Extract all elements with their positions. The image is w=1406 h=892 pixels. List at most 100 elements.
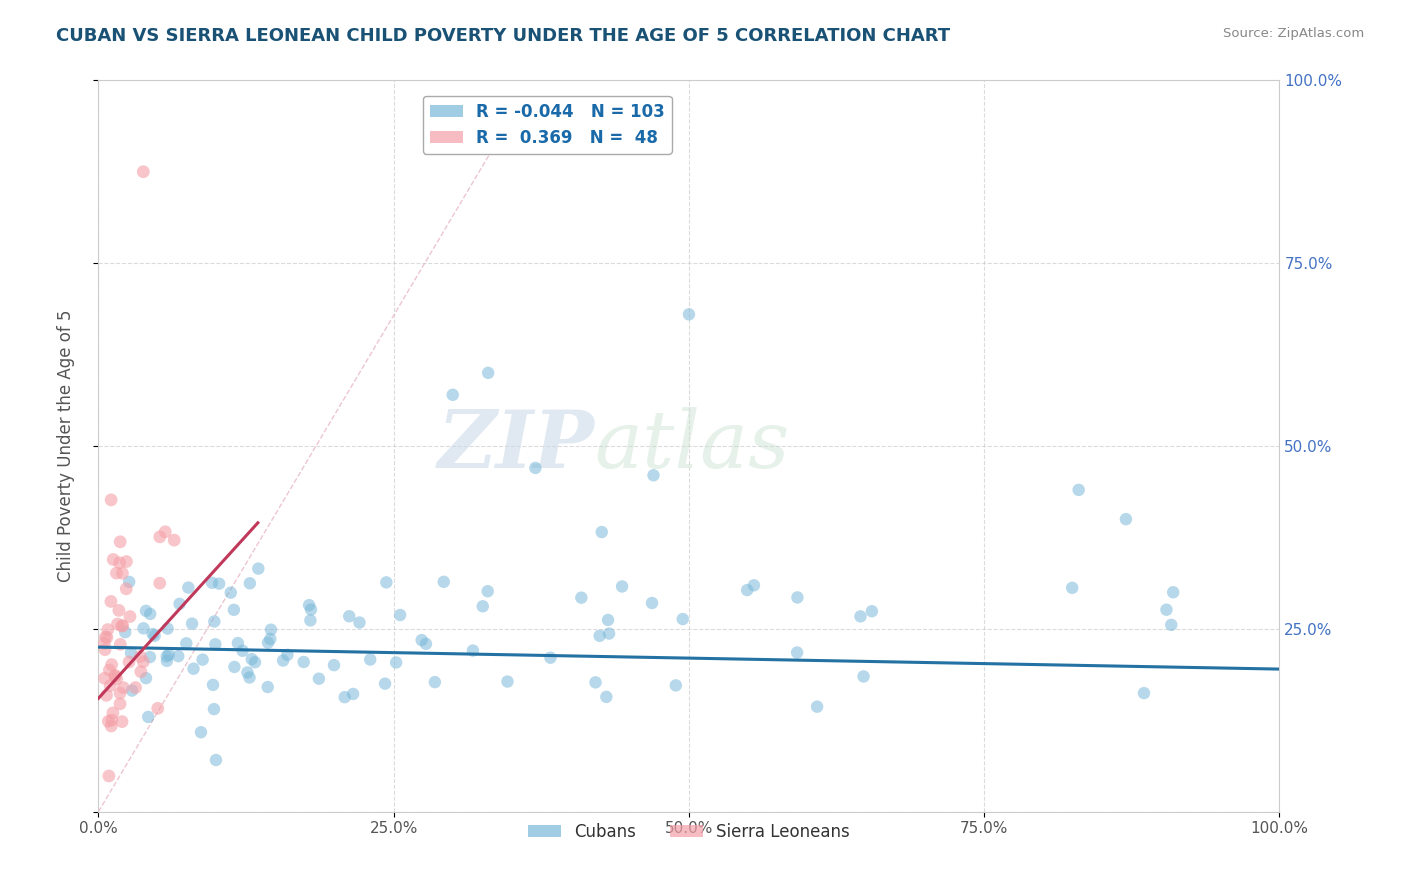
Point (149, 576, 172, 591)
Point (591, 524, 613, 539)
Point (149, 530, 172, 544)
Point (433, 574, 456, 589)
Point (111, 714, 134, 729)
Point (349, 615, 371, 630)
Point (292, 655, 315, 669)
Point (101, 713, 124, 727)
Point (139, 607, 162, 621)
Point (101, 706, 124, 720)
Point (105, 672, 128, 686)
Point (540, 650, 562, 665)
Point (156, 654, 179, 668)
Point (108, 603, 131, 617)
Point (100, 719, 122, 733)
Point (108, 556, 131, 570)
Point (860, 604, 883, 618)
Point (142, 627, 165, 641)
Point (103, 552, 125, 566)
Point (786, 591, 808, 605)
Point (1062, 581, 1084, 595)
Point (524, 461, 547, 475)
Point (176, 636, 198, 650)
Point (120, 646, 142, 660)
Point (299, 602, 322, 616)
Point (236, 665, 259, 680)
Point (806, 699, 828, 714)
Point (93, 636, 115, 650)
Point (342, 687, 364, 701)
Point (240, 652, 263, 666)
Point (1160, 618, 1182, 632)
Point (672, 612, 695, 626)
Point (441, 388, 464, 402)
Point (201, 678, 224, 692)
Point (100, 657, 122, 672)
Point (132, 164, 155, 178)
Point (375, 575, 398, 590)
Point (183, 662, 205, 676)
Point (94, 630, 117, 644)
Point (641, 596, 664, 610)
Point (333, 690, 356, 705)
Point (389, 607, 412, 622)
Point (107, 617, 129, 632)
Point (108, 534, 131, 549)
Point (146, 701, 169, 715)
Point (115, 555, 138, 569)
Point (157, 648, 180, 662)
Point (308, 672, 330, 686)
Point (135, 604, 157, 618)
Point (132, 621, 155, 635)
Point (97, 714, 120, 729)
Point (247, 561, 270, 575)
Point (276, 648, 298, 662)
Point (232, 644, 254, 658)
Point (219, 585, 242, 599)
Point (224, 660, 246, 674)
Point (257, 635, 280, 649)
Point (139, 650, 162, 665)
Point (849, 609, 872, 624)
Point (477, 584, 499, 599)
Point (181, 616, 204, 631)
Point (735, 583, 758, 598)
Point (118, 609, 141, 624)
Point (156, 622, 179, 636)
Point (156, 649, 179, 664)
Point (323, 658, 346, 673)
Point (239, 576, 262, 591)
Point (385, 656, 408, 670)
Point (190, 725, 212, 739)
Point (96, 689, 118, 703)
Point (596, 613, 619, 627)
Point (423, 675, 446, 690)
Point (256, 680, 278, 694)
Point (496, 674, 519, 689)
Point (111, 619, 134, 633)
Point (121, 683, 143, 698)
Point (260, 623, 283, 637)
Text: ZIP: ZIP (437, 408, 595, 484)
Point (124, 681, 146, 695)
Point (97, 623, 120, 637)
Point (191, 652, 214, 666)
Point (143, 629, 166, 643)
Point (471, 599, 494, 614)
Point (1156, 603, 1178, 617)
Text: atlas: atlas (595, 408, 790, 484)
Point (665, 678, 688, 692)
Point (588, 629, 610, 643)
Point (226, 636, 249, 650)
Point (108, 697, 131, 711)
Point (374, 676, 396, 690)
Point (411, 633, 433, 648)
Point (111, 618, 134, 632)
Point (104, 669, 127, 683)
Point (94, 642, 117, 657)
Point (112, 681, 135, 695)
Point (163, 533, 186, 548)
Y-axis label: Child Poverty Under the Age of 5: Child Poverty Under the Age of 5 (56, 310, 75, 582)
Point (135, 671, 157, 685)
Point (742, 578, 765, 592)
Point (136, 710, 159, 724)
